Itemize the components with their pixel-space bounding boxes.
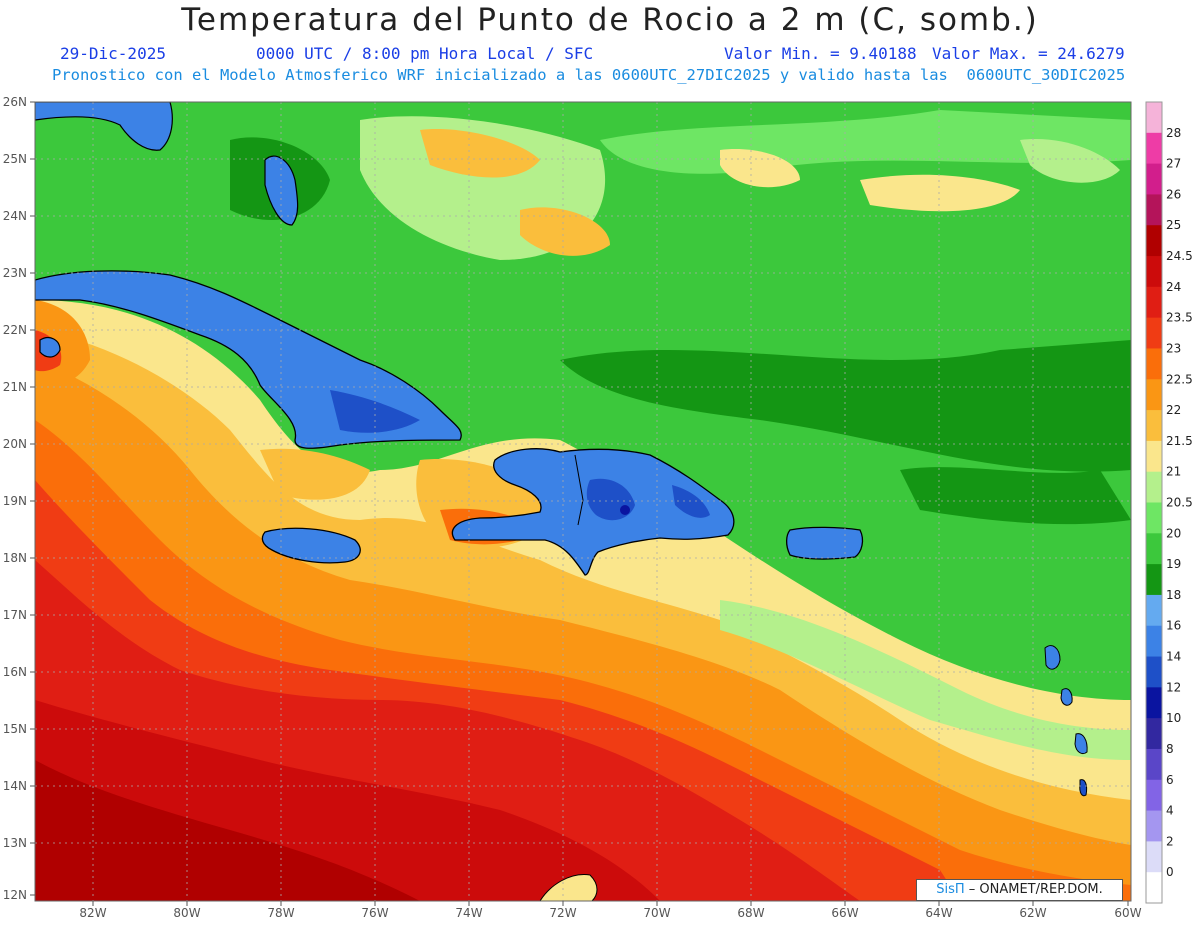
max-value: Valor Max. = 24.6279 bbox=[932, 44, 1125, 63]
colorbar-label: 24.5 bbox=[1166, 249, 1193, 263]
lon-label: 72W bbox=[549, 906, 576, 920]
map-title: Temperatura del Punto de Rocio a 2 m (C,… bbox=[181, 2, 1039, 38]
lon-label: 74W bbox=[455, 906, 482, 920]
lat-label: 18N bbox=[3, 551, 27, 565]
colorbar-label: 2 bbox=[1166, 834, 1174, 848]
lat-label: 23N bbox=[3, 266, 27, 280]
colorbar-label: 0 bbox=[1166, 865, 1174, 879]
lon-label: 66W bbox=[831, 906, 858, 920]
colorbar-swatch bbox=[1146, 132, 1162, 165]
lon-label: 76W bbox=[361, 906, 388, 920]
lon-label: 68W bbox=[737, 906, 764, 920]
colorbar-label: 18 bbox=[1166, 588, 1181, 602]
lat-label: 26N bbox=[3, 95, 27, 109]
colorbar-swatch bbox=[1146, 348, 1162, 380]
colorbar-swatch bbox=[1146, 748, 1162, 781]
colorbar-swatch bbox=[1146, 779, 1162, 812]
latitude-axis: 26N 25N 24N 23N 22N 21N 20N 19N 18N 17N … bbox=[3, 95, 27, 902]
colorbar-label: 26 bbox=[1166, 187, 1181, 201]
lat-label: 21N bbox=[3, 380, 27, 394]
longitude-ticks bbox=[92, 901, 1129, 906]
lon-label: 62W bbox=[1019, 906, 1046, 920]
lat-label: 24N bbox=[3, 209, 27, 223]
colorbar-swatch bbox=[1146, 687, 1162, 719]
colorbar-label: 6 bbox=[1166, 773, 1174, 787]
colorbar-label: 16 bbox=[1166, 619, 1181, 633]
colorbar-label: 21.5 bbox=[1166, 434, 1193, 448]
colorbar-swatch bbox=[1146, 533, 1162, 565]
colorbar-swatch bbox=[1146, 502, 1162, 534]
lon-label: 80W bbox=[173, 906, 200, 920]
land-areas bbox=[35, 102, 1088, 901]
lat-label: 15N bbox=[3, 722, 27, 736]
colorbar: 2827262524.52423.52322.52221.52120.52019… bbox=[1145, 101, 1193, 904]
sispi-logo: SisΠ bbox=[936, 882, 965, 897]
colorbar-swatch bbox=[1146, 163, 1162, 195]
colorbar-label: 27 bbox=[1166, 157, 1181, 171]
colorbar-label: 22 bbox=[1166, 403, 1181, 417]
colorbar-label: 23.5 bbox=[1166, 311, 1193, 325]
colorbar-swatch bbox=[1146, 102, 1162, 134]
colorbar-swatch bbox=[1146, 810, 1162, 842]
forecast-time: 0000 UTC / 8:00 pm Hora Local / SFC bbox=[256, 44, 594, 63]
model-info: Pronostico con el Modelo Atmosferico WRF… bbox=[52, 66, 1126, 84]
colorbar-swatch bbox=[1146, 194, 1162, 226]
colorbar-label: 20 bbox=[1166, 526, 1181, 540]
colorbar-label: 4 bbox=[1166, 804, 1174, 818]
colorbar-swatch bbox=[1146, 656, 1162, 688]
lat-label: 22N bbox=[3, 323, 27, 337]
lat-label: 13N bbox=[3, 836, 27, 850]
colorbar-swatch bbox=[1146, 410, 1162, 442]
colorbar-label: 14 bbox=[1166, 650, 1181, 664]
forecast-date: 29-Dic-2025 bbox=[60, 44, 166, 63]
lat-label: 25N bbox=[3, 152, 27, 166]
colorbar-label: 20.5 bbox=[1166, 496, 1193, 510]
colorbar-swatch bbox=[1146, 256, 1162, 288]
colorbar-swatch bbox=[1146, 841, 1162, 873]
colorbar-swatch bbox=[1146, 317, 1162, 349]
colorbar-swatch bbox=[1146, 594, 1162, 627]
lat-label: 17N bbox=[3, 608, 27, 622]
colorbar-swatch bbox=[1146, 718, 1162, 750]
colorbar-label: 21 bbox=[1166, 465, 1181, 479]
lon-label: 82W bbox=[79, 906, 106, 920]
lon-label: 64W bbox=[925, 906, 952, 920]
colorbar-swatch bbox=[1146, 872, 1162, 904]
colorbar-label: 25 bbox=[1166, 218, 1181, 232]
min-value: Valor Min. = 9.40188 bbox=[724, 44, 917, 63]
colorbar-label: 23 bbox=[1166, 341, 1181, 355]
colorbar-label: 8 bbox=[1166, 742, 1174, 756]
dewpoint-field bbox=[35, 102, 1131, 901]
lat-label: 19N bbox=[3, 494, 27, 508]
colorbar-swatch bbox=[1146, 564, 1162, 596]
colorbar-swatch bbox=[1146, 225, 1162, 257]
colorbar-label: 19 bbox=[1166, 557, 1181, 571]
lon-label: 70W bbox=[643, 906, 670, 920]
lat-label: 20N bbox=[3, 437, 27, 451]
latitude-ticks bbox=[30, 101, 35, 896]
lat-label: 16N bbox=[3, 665, 27, 679]
lon-label: 60W bbox=[1114, 906, 1141, 920]
lon-label: 78W bbox=[267, 906, 294, 920]
colorbar-label: 12 bbox=[1166, 680, 1181, 694]
colorbar-label: 22.5 bbox=[1166, 372, 1193, 386]
colorbar-frame bbox=[1145, 101, 1163, 904]
colorbar-swatch bbox=[1146, 471, 1162, 503]
colorbar-swatch bbox=[1146, 286, 1162, 319]
colorbar-swatch bbox=[1146, 625, 1162, 658]
lat-label: 14N bbox=[3, 779, 27, 793]
map-gridlines bbox=[35, 102, 1131, 901]
colorbar-swatch bbox=[1146, 440, 1162, 473]
longitude-axis: 82W 80W 78W 76W 74W 72W 70W 68W 66W 64W … bbox=[79, 906, 1141, 920]
colorbar-label: 24 bbox=[1166, 280, 1181, 294]
colorbar-swatch bbox=[1146, 379, 1162, 411]
colorbar-label: 28 bbox=[1166, 126, 1181, 140]
lat-label: 12N bbox=[3, 888, 27, 902]
colorbar-label: 10 bbox=[1166, 711, 1181, 725]
credit-box: SisΠ – ONAMET/REP.DOM. bbox=[916, 879, 1123, 901]
credit-text: – ONAMET/REP.DOM. bbox=[968, 882, 1103, 897]
